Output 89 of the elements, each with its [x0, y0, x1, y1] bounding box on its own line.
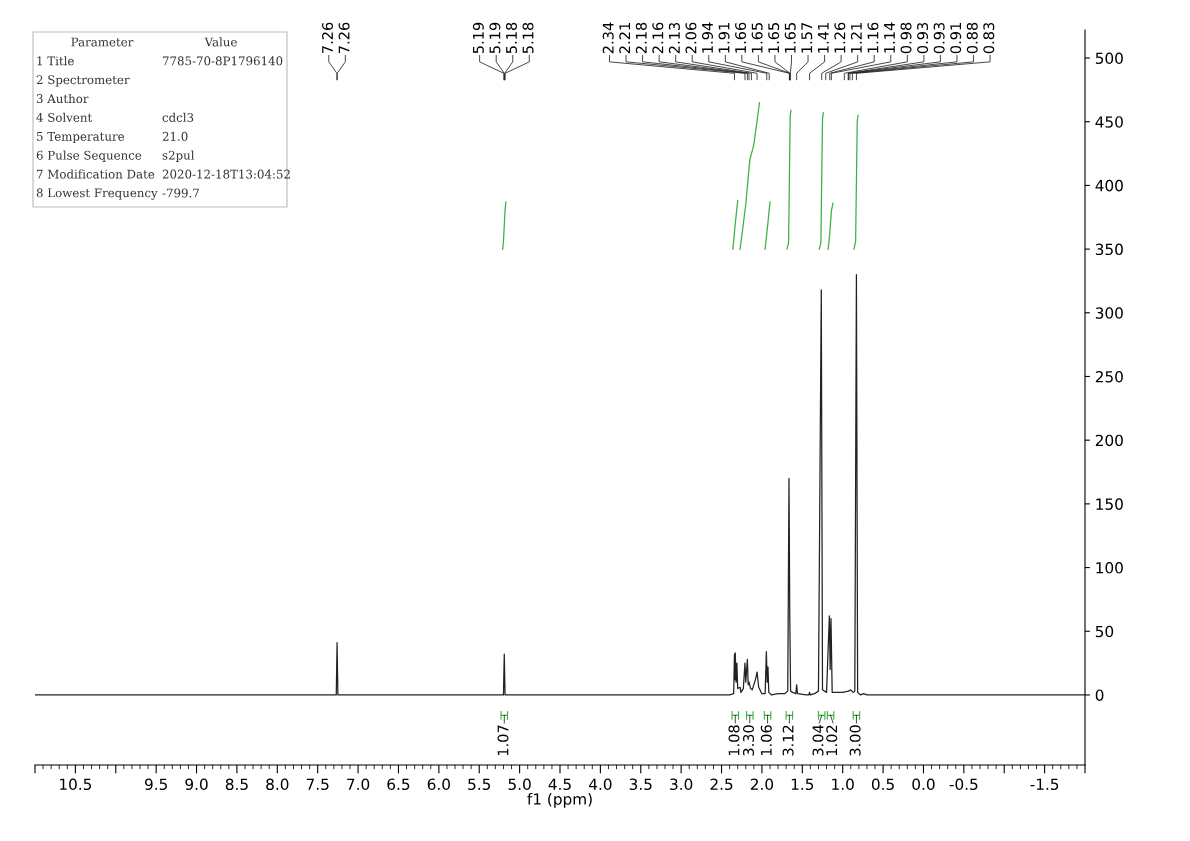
x-tick-label: 2.5	[710, 778, 733, 791]
line-series	[786, 109, 792, 250]
annotation: 5.18	[505, 22, 517, 54]
x-tick-label: 1.0	[832, 778, 854, 791]
annotation: 1.08	[728, 725, 740, 756]
annotation: 5.19	[489, 22, 501, 54]
annotation: 1.16	[867, 22, 879, 53]
annotation: 2.13	[668, 22, 680, 54]
annotation: 7 Modification Date 2020-12-18T13:04:52	[36, 169, 290, 179]
y-tick-label: 0	[1095, 689, 1104, 701]
annotation: 5.18	[522, 22, 534, 54]
text: 1 Title 7785-70-8P1796140	[37, 56, 283, 66]
annotation: 2.16	[652, 22, 664, 54]
annotation: 1.65	[784, 23, 796, 53]
x-tick-label: 8.5	[225, 778, 248, 791]
x-tick-label: 8.0	[266, 778, 289, 791]
line-series	[818, 112, 824, 250]
text: 4 Solvent cdcl3	[36, 112, 194, 122]
text: 6 Pulse Sequence s2pul	[36, 150, 195, 162]
annotation: 2.06	[685, 22, 697, 54]
annotation: 3 Author	[36, 93, 89, 104]
text: 5 Temperature 21.0	[37, 131, 188, 144]
annotation: 0.83	[983, 22, 995, 54]
annotation: 7.26	[338, 22, 350, 54]
text: Parameter Value	[71, 37, 237, 47]
annotation: 3.00	[849, 725, 861, 756]
annotation: 1.94	[701, 22, 713, 53]
annotation: 3.04	[812, 725, 824, 756]
line-series	[35, 273, 1085, 696]
x-tick-label: -1.5	[1030, 778, 1059, 791]
x-tick-label: 5.5	[468, 778, 491, 791]
x-tick-label: 10.5	[60, 778, 92, 791]
y-tick-label: 300	[1095, 307, 1123, 319]
y-tick-label: 100	[1096, 562, 1123, 574]
x-tick-label: 9.5	[144, 778, 167, 791]
y-tick-label: 400	[1095, 179, 1123, 192]
x-tick-label: 4.5	[548, 778, 571, 791]
y-tick-label: 150	[1096, 498, 1123, 510]
annotation: 1.91	[718, 23, 730, 53]
annotation: 7.26	[322, 22, 334, 54]
x-tick-label: 6.5	[387, 778, 410, 791]
annotation: 1.41	[817, 23, 829, 53]
x-tick-label: 7.0	[347, 778, 370, 791]
annotation: 3.30	[743, 725, 755, 756]
x-tick-label: 9.0	[185, 778, 208, 791]
annotation: 0.98	[900, 22, 912, 54]
x-tick-label: 0.0	[912, 778, 935, 791]
x-tick-label: 2.0	[750, 778, 774, 791]
x-tick-label: 0.5	[871, 778, 894, 791]
y-tick-label: 350	[1095, 243, 1123, 256]
annotation: 0.88	[966, 22, 978, 54]
annotation: 0.93	[917, 22, 929, 54]
y-tick-label: 250	[1095, 370, 1123, 383]
line-series	[502, 201, 507, 250]
y-tick-label: 200	[1095, 434, 1123, 447]
annotation: 0.91	[950, 23, 962, 54]
x-tick-label: 3.0	[670, 778, 693, 791]
annotation: 1.14	[884, 22, 895, 53]
annotation: 3.12	[782, 725, 794, 756]
x-tick-label: 6.0	[427, 778, 450, 791]
x-tick-label: 5.0	[508, 778, 531, 791]
annotation: 1.65	[751, 23, 763, 53]
annotation: 1.07	[497, 725, 509, 756]
x-tick-label: -0.5	[949, 778, 978, 791]
line-series	[827, 202, 834, 250]
annotation: 2.34	[602, 22, 614, 54]
annotation: 1.06	[760, 725, 772, 756]
y-tick-label: 50	[1095, 625, 1114, 638]
x-axis-title: f1 (ppm)	[527, 792, 592, 808]
annotation: 2 Spectrometer	[36, 75, 130, 87]
line-series	[739, 101, 761, 250]
x-tick-label: 3.5	[629, 778, 652, 791]
annotation: 0.93	[933, 22, 945, 54]
annotation: 1.26	[834, 22, 846, 53]
annotation: 1.02	[826, 725, 838, 756]
x-tick-label: 1.5	[791, 778, 814, 791]
y-tick-label: 500	[1095, 52, 1123, 65]
annotation: 1.65	[768, 23, 780, 53]
annotation: 5.19	[472, 22, 484, 54]
x-tick-label: 4.0	[588, 778, 612, 791]
x-tick-label: 7.5	[306, 778, 329, 791]
annotation: 2.21	[619, 23, 631, 54]
annotation: 1.57	[801, 22, 813, 53]
annotation: 1.66	[735, 22, 747, 53]
annotation: 8 Lowest Frequency -799.7	[36, 188, 199, 200]
annotation: 2.18	[635, 22, 647, 54]
line-series	[853, 114, 859, 250]
y-tick-label: 450	[1095, 116, 1123, 128]
annotation: 1.21	[850, 23, 862, 53]
